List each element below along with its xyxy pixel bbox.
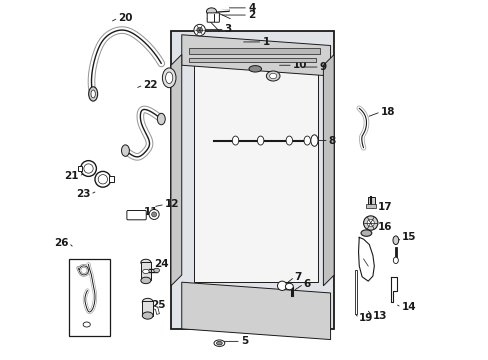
Ellipse shape xyxy=(310,135,317,146)
Text: 25: 25 xyxy=(151,300,165,310)
Text: 10: 10 xyxy=(292,60,307,70)
Ellipse shape xyxy=(153,268,159,273)
Ellipse shape xyxy=(206,8,216,15)
Polygon shape xyxy=(323,54,333,286)
Circle shape xyxy=(95,171,110,187)
Ellipse shape xyxy=(157,113,165,125)
Text: 17: 17 xyxy=(377,202,392,212)
Ellipse shape xyxy=(91,90,95,98)
Bar xyxy=(367,197,374,206)
Text: 8: 8 xyxy=(328,136,335,145)
Polygon shape xyxy=(358,237,373,281)
Text: 18: 18 xyxy=(380,107,394,117)
Bar xyxy=(194,63,317,282)
Ellipse shape xyxy=(266,71,280,81)
Text: 9: 9 xyxy=(319,62,326,72)
Ellipse shape xyxy=(142,298,153,306)
Bar xyxy=(142,301,153,316)
Bar xyxy=(354,270,357,315)
Bar xyxy=(141,262,151,280)
Ellipse shape xyxy=(392,257,398,264)
Circle shape xyxy=(194,24,205,36)
Ellipse shape xyxy=(392,236,398,244)
Circle shape xyxy=(363,216,377,230)
Text: 24: 24 xyxy=(154,259,168,269)
Circle shape xyxy=(366,220,373,226)
Circle shape xyxy=(149,210,159,220)
Circle shape xyxy=(277,281,286,291)
Ellipse shape xyxy=(285,136,292,145)
Ellipse shape xyxy=(360,230,371,236)
Ellipse shape xyxy=(121,145,129,156)
Text: 2: 2 xyxy=(247,10,255,20)
Polygon shape xyxy=(182,35,330,76)
Bar xyxy=(188,58,316,62)
Bar xyxy=(188,48,319,54)
Ellipse shape xyxy=(165,72,172,84)
Ellipse shape xyxy=(248,66,261,72)
Bar xyxy=(366,204,376,208)
Ellipse shape xyxy=(162,68,176,87)
Circle shape xyxy=(151,212,156,217)
Polygon shape xyxy=(171,54,182,286)
Text: 26: 26 xyxy=(54,238,69,248)
Circle shape xyxy=(83,164,93,173)
Text: 21: 21 xyxy=(64,171,79,181)
Text: 12: 12 xyxy=(164,199,179,210)
Ellipse shape xyxy=(269,73,276,79)
Circle shape xyxy=(196,27,202,33)
Circle shape xyxy=(81,161,96,176)
Text: 22: 22 xyxy=(143,80,158,90)
Ellipse shape xyxy=(142,312,153,319)
Ellipse shape xyxy=(83,322,90,327)
Ellipse shape xyxy=(232,136,238,145)
Polygon shape xyxy=(182,282,330,339)
Text: 19: 19 xyxy=(359,313,373,323)
Ellipse shape xyxy=(257,136,264,145)
Text: 6: 6 xyxy=(303,279,310,289)
Polygon shape xyxy=(390,277,396,302)
Text: 4: 4 xyxy=(247,3,255,13)
FancyBboxPatch shape xyxy=(207,13,219,22)
Text: 16: 16 xyxy=(377,222,391,231)
Ellipse shape xyxy=(141,259,151,266)
Text: 3: 3 xyxy=(224,24,231,35)
Ellipse shape xyxy=(285,283,293,290)
Text: 23: 23 xyxy=(76,189,90,199)
Ellipse shape xyxy=(214,340,224,346)
Text: 13: 13 xyxy=(372,311,386,321)
Bar xyxy=(69,259,110,336)
Bar xyxy=(171,31,333,329)
Text: 5: 5 xyxy=(241,336,247,346)
Ellipse shape xyxy=(216,341,222,345)
Text: 14: 14 xyxy=(401,302,415,312)
Text: 15: 15 xyxy=(401,232,415,242)
Bar xyxy=(109,176,113,182)
Text: 1: 1 xyxy=(262,37,269,47)
Text: 20: 20 xyxy=(118,13,133,23)
Ellipse shape xyxy=(304,136,310,145)
Ellipse shape xyxy=(88,87,98,101)
Ellipse shape xyxy=(141,277,151,284)
Text: 11: 11 xyxy=(144,207,158,217)
FancyBboxPatch shape xyxy=(126,211,146,220)
Circle shape xyxy=(98,175,107,184)
Bar xyxy=(78,166,82,171)
Ellipse shape xyxy=(142,269,149,274)
Text: 7: 7 xyxy=(294,272,302,282)
